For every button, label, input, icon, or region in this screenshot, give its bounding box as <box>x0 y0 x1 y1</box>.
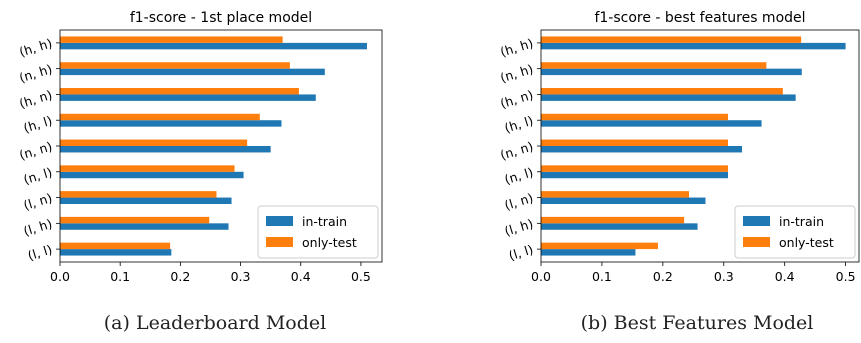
bar-only-test-l-n <box>541 191 690 198</box>
x-tick-label-0-0: 0.0 <box>50 269 70 284</box>
x-tick-label-0-1: 0.1 <box>110 269 130 284</box>
bar-in-train-h-h <box>541 42 846 50</box>
y-tick-label-h-h: (h, h) <box>17 35 53 59</box>
caption-leaderboard-model: (a) Leaderboard Model <box>103 312 327 334</box>
bar-only-test-n-h <box>541 62 767 69</box>
legend-swatch-only-test <box>743 237 770 247</box>
bar-in-train-n-l <box>541 171 729 179</box>
axes-frame <box>59 29 383 263</box>
y-tick-label-l-l: (l, l) <box>26 242 54 264</box>
bar-only-test-l-l <box>60 242 171 250</box>
bar-only-test-l-n <box>60 191 217 198</box>
bar-in-train-h-l <box>60 120 282 127</box>
x-tick-label-0-2: 0.2 <box>653 269 673 284</box>
bar-only-test-n-l <box>60 165 235 172</box>
y-tick-label-l-h: (l, h) <box>22 216 54 239</box>
legend: in-train only-test <box>734 205 856 259</box>
bar-in-train-l-h <box>541 223 698 230</box>
legend-label-only-test: only-test <box>779 235 834 250</box>
x-tick-label-0-2: 0.2 <box>170 269 190 284</box>
bar-only-test-l-l <box>541 242 658 250</box>
legend-swatch-in-train <box>743 216 770 226</box>
bar-only-test-h-h <box>60 36 283 43</box>
bar-in-train-h-h <box>60 42 367 50</box>
bar-only-test-l-h <box>60 216 210 224</box>
bar-only-test-h-l <box>541 113 729 121</box>
y-tick-label-l-l: (l, l) <box>507 242 535 264</box>
legend: in-train only-test <box>257 205 379 259</box>
y-tick-label-h-n: (h, n) <box>498 87 534 111</box>
bar-only-test-h-h <box>541 36 802 43</box>
y-tick-label-h-l: (h, l) <box>503 113 535 136</box>
y-tick-label-n-l: (n, l) <box>503 164 535 187</box>
x-tick-label-0-5: 0.5 <box>351 269 371 284</box>
bar-in-train-n-h <box>541 68 802 76</box>
legend-swatch-in-train <box>266 216 293 226</box>
legend-label-in-train: in-train <box>302 214 347 229</box>
x-tick-label-0-4: 0.4 <box>775 269 795 284</box>
y-tick-label-h-h: (h, h) <box>498 35 534 59</box>
x-tick-label-0-0: 0.0 <box>531 269 551 284</box>
x-tick-label-0-3: 0.3 <box>714 269 734 284</box>
bar-in-train-h-n <box>60 94 316 101</box>
bar-in-train-n-n <box>541 146 743 153</box>
bar-in-train-l-l <box>541 249 636 256</box>
bar-in-train-h-n <box>541 94 796 101</box>
bar-in-train-h-l <box>541 120 762 127</box>
bar-only-test-n-n <box>541 139 729 146</box>
bar-only-test-n-h <box>60 62 290 69</box>
bar-in-train-l-h <box>60 223 229 230</box>
x-tick-label-0-3: 0.3 <box>231 269 251 284</box>
x-tick-label-0-5: 0.5 <box>836 269 856 284</box>
y-tick-label-l-n: (l, n) <box>22 190 54 213</box>
bar-only-test-h-n <box>60 88 299 95</box>
bar-only-test-n-n <box>60 139 248 146</box>
chart-title: f1-score - 1st place model <box>130 10 312 26</box>
chart-title: f1-score - best features model <box>594 10 805 26</box>
axes-frame <box>540 29 860 263</box>
y-tick-label-l-n: (l, n) <box>503 190 535 213</box>
y-tick-label-n-l: (n, l) <box>22 164 54 187</box>
y-tick-label-n-h: (n, h) <box>498 61 534 85</box>
bar-only-test-l-h <box>541 216 685 224</box>
caption-best-features-model: (b) Best Features Model <box>580 312 814 334</box>
legend-label-in-train: in-train <box>779 214 824 229</box>
bar-only-test-h-n <box>541 88 783 95</box>
y-tick-label-n-h: (n, h) <box>17 61 53 85</box>
x-tick-label-0-4: 0.4 <box>291 269 311 284</box>
bar-only-test-n-l <box>541 165 729 172</box>
y-tick-label-l-h: (l, h) <box>503 216 535 239</box>
y-tick-label-n-n: (n, n) <box>17 139 53 163</box>
bar-in-train-l-n <box>60 197 232 204</box>
bar-in-train-n-l <box>60 171 244 179</box>
bar-in-train-n-n <box>60 146 271 153</box>
y-tick-label-h-n: (h, n) <box>17 87 53 111</box>
y-tick-label-n-n: (n, n) <box>498 139 534 163</box>
bar-in-train-n-h <box>60 68 325 76</box>
chart-panel-1: f1-score - 1st place model(h, h)(n, h)(h… <box>17 10 383 284</box>
y-tick-label-h-l: (h, l) <box>22 113 54 136</box>
bar-only-test-h-l <box>60 113 260 121</box>
chart-panel-2: f1-score - best features model(h, h)(n, … <box>498 10 860 284</box>
bar-in-train-l-n <box>541 197 706 204</box>
legend-label-only-test: only-test <box>302 235 357 250</box>
x-tick-label-0-1: 0.1 <box>592 269 612 284</box>
legend-swatch-only-test <box>266 237 293 247</box>
bar-in-train-l-l <box>60 249 172 256</box>
